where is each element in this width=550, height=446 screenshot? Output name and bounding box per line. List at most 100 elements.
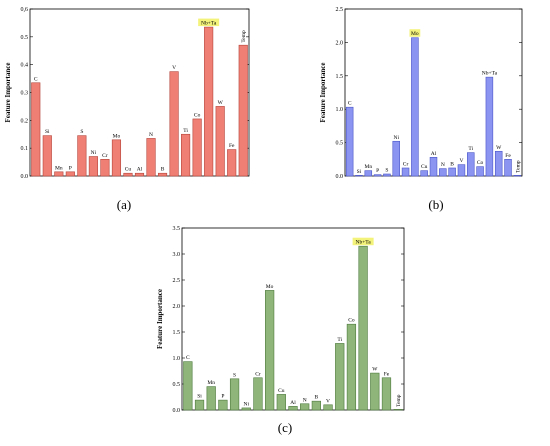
panel-a-chart: 0.0 0.1 0.2 0.3 0.4 0.5 0,6 Feature Importance C… <box>4 7 250 180</box>
bar-label-highlight <box>352 237 374 246</box>
bar-w <box>494 150 503 177</box>
bar-label: Fe <box>505 153 511 159</box>
bar-label: Co <box>477 160 484 166</box>
bar-label: Al <box>137 167 143 173</box>
bar-cu <box>276 394 286 411</box>
bar-v <box>457 164 466 177</box>
bar-c <box>183 361 193 411</box>
bar-label: Ti <box>183 128 188 134</box>
bar-label: Cr <box>403 161 409 167</box>
bar-w <box>215 106 225 177</box>
bar-c <box>345 106 354 177</box>
bar-v <box>169 71 179 177</box>
bar-al <box>134 172 145 177</box>
y-axis-label: Feature Importance <box>4 63 12 123</box>
bar-fe <box>381 377 392 411</box>
bar-c <box>31 82 41 177</box>
bar-label: C <box>34 76 38 82</box>
bar-label: P <box>69 165 72 171</box>
bar-label: Mn <box>207 380 215 386</box>
bar-temp <box>393 409 403 411</box>
bar-label: Si <box>197 394 202 400</box>
y-tick-label: 0.3 <box>21 91 29 97</box>
y-tick-label: 0.0 <box>21 174 29 180</box>
bar-temp <box>513 175 522 177</box>
bar-label: Mn <box>55 165 63 171</box>
bar-label: Mn <box>364 164 372 170</box>
bar-al <box>429 156 438 177</box>
bar-label: Si <box>357 169 362 175</box>
bar-nb-ta <box>204 26 214 177</box>
bar-n <box>300 403 310 411</box>
bar-label: Si <box>45 129 50 135</box>
bar-label: Al <box>431 151 437 157</box>
bar-label: Cr <box>255 371 261 377</box>
bar-cr <box>253 377 263 411</box>
bar-label: Cu <box>125 167 132 173</box>
bar-label: Ti <box>337 337 342 343</box>
bar-mo <box>111 139 122 177</box>
bar-label: Fe <box>229 143 235 149</box>
bar-mn <box>206 386 216 411</box>
bar-label: Mo <box>113 133 121 139</box>
bar-label: N <box>149 132 153 138</box>
bar-label: Ni <box>91 150 97 156</box>
bar-si <box>194 399 205 411</box>
bar-al <box>288 406 298 411</box>
bar-label: P <box>376 168 379 174</box>
y-tick-label: 0.2 <box>21 118 29 124</box>
bar-ni <box>392 140 400 177</box>
bar-p <box>373 174 382 177</box>
bar-label: S <box>80 129 83 135</box>
panel-label-b: (b) <box>428 197 443 212</box>
bar-p <box>218 399 228 411</box>
bar-s <box>229 378 240 411</box>
bar-nb-ta <box>485 76 494 177</box>
bar-cu <box>123 172 133 177</box>
bar-label: C <box>348 101 352 107</box>
bar-label: Cu <box>278 388 285 394</box>
bar-label: S <box>233 372 236 378</box>
bar-label-highlight <box>409 29 421 37</box>
y-tick-label: 0,6 <box>21 7 29 13</box>
bar-mn <box>364 170 373 177</box>
y-tick-label: 0.4 <box>21 63 29 69</box>
bar-b <box>448 167 456 177</box>
y-tick-label: 1.0 <box>173 356 181 362</box>
bar-cu <box>420 170 428 177</box>
y-axis-label: Feature Importance <box>319 63 327 123</box>
bar-label: Co <box>348 318 355 324</box>
bar-label: Nb+Ta <box>482 71 498 77</box>
bar-label: B <box>315 395 319 401</box>
bar-label: N <box>441 162 445 168</box>
bar-ni <box>88 156 98 177</box>
bar-temp <box>238 44 248 177</box>
bar-label: Cr <box>102 153 108 159</box>
bar-co <box>192 118 202 177</box>
bar-si <box>42 135 52 177</box>
bar-label: S <box>385 167 388 173</box>
y-tick-label: 0.0 <box>173 408 181 414</box>
bar-s <box>77 135 87 177</box>
bar-ti <box>467 152 475 177</box>
bar-label: Al <box>290 400 296 406</box>
panel-label-a: (a) <box>117 197 131 212</box>
bar-label: W <box>218 100 224 106</box>
bar-b <box>311 400 321 411</box>
bar-label: Mo <box>266 284 274 290</box>
bar-fe <box>227 149 237 177</box>
bar-v <box>323 404 333 411</box>
panel-c-chart: 0.0 0.5 1.0 1.5 2.0 2.5 3.0 3.5 Feature Importan… <box>156 226 405 414</box>
bar-fe <box>504 159 512 177</box>
bar-label: N <box>303 397 307 403</box>
bar-label: Cu <box>421 164 428 170</box>
bar-label: Ni <box>244 401 250 407</box>
bar-cr <box>100 159 110 177</box>
bar-mn <box>54 171 64 177</box>
bar-n <box>146 138 156 177</box>
y-tick-label: 2.5 <box>173 278 181 284</box>
bar-cr <box>401 167 410 177</box>
bar-nb-ta <box>358 245 368 411</box>
